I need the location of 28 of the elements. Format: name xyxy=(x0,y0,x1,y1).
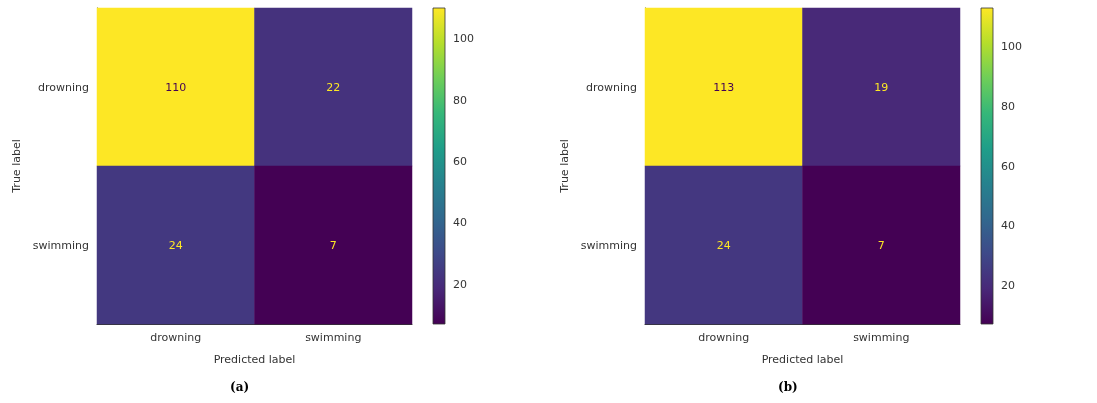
data-label: 22 xyxy=(326,80,341,94)
data-label: 24 xyxy=(716,238,731,252)
color-bar-label: 60 xyxy=(1001,159,1015,173)
data-label: 110 xyxy=(165,80,187,94)
y-axis-title: True label xyxy=(9,139,23,194)
color-bar-label: 40 xyxy=(1001,219,1015,233)
x-tick-label: swimming xyxy=(305,331,362,344)
text: (b) xyxy=(778,380,798,394)
y-axis-title: True label xyxy=(557,139,571,194)
color-bar-label: 60 xyxy=(453,154,467,168)
data-label: 7 xyxy=(877,238,885,252)
x-tick-label: drowning xyxy=(698,331,750,344)
color-bar-label: 20 xyxy=(453,277,467,291)
data-label: 113 xyxy=(713,80,735,94)
data-label: 7 xyxy=(329,238,337,252)
color-bar-label: 100 xyxy=(453,32,474,46)
x-tick-label: swimming xyxy=(853,331,910,344)
color-bar-label: 100 xyxy=(1001,40,1022,54)
data-label: 19 xyxy=(874,80,889,94)
text: (a) xyxy=(230,380,250,394)
x-tick-label: drowning xyxy=(150,331,202,344)
color-bar-label: 40 xyxy=(453,216,467,230)
x-axis-title: Predicted label xyxy=(213,353,296,366)
x-axis-title: Predicted label xyxy=(761,353,844,366)
color-bar-label: 20 xyxy=(1001,278,1015,292)
color-bar-label: 80 xyxy=(453,93,467,107)
color-bar-label: 80 xyxy=(1001,99,1015,113)
data-label: 24 xyxy=(168,238,183,252)
